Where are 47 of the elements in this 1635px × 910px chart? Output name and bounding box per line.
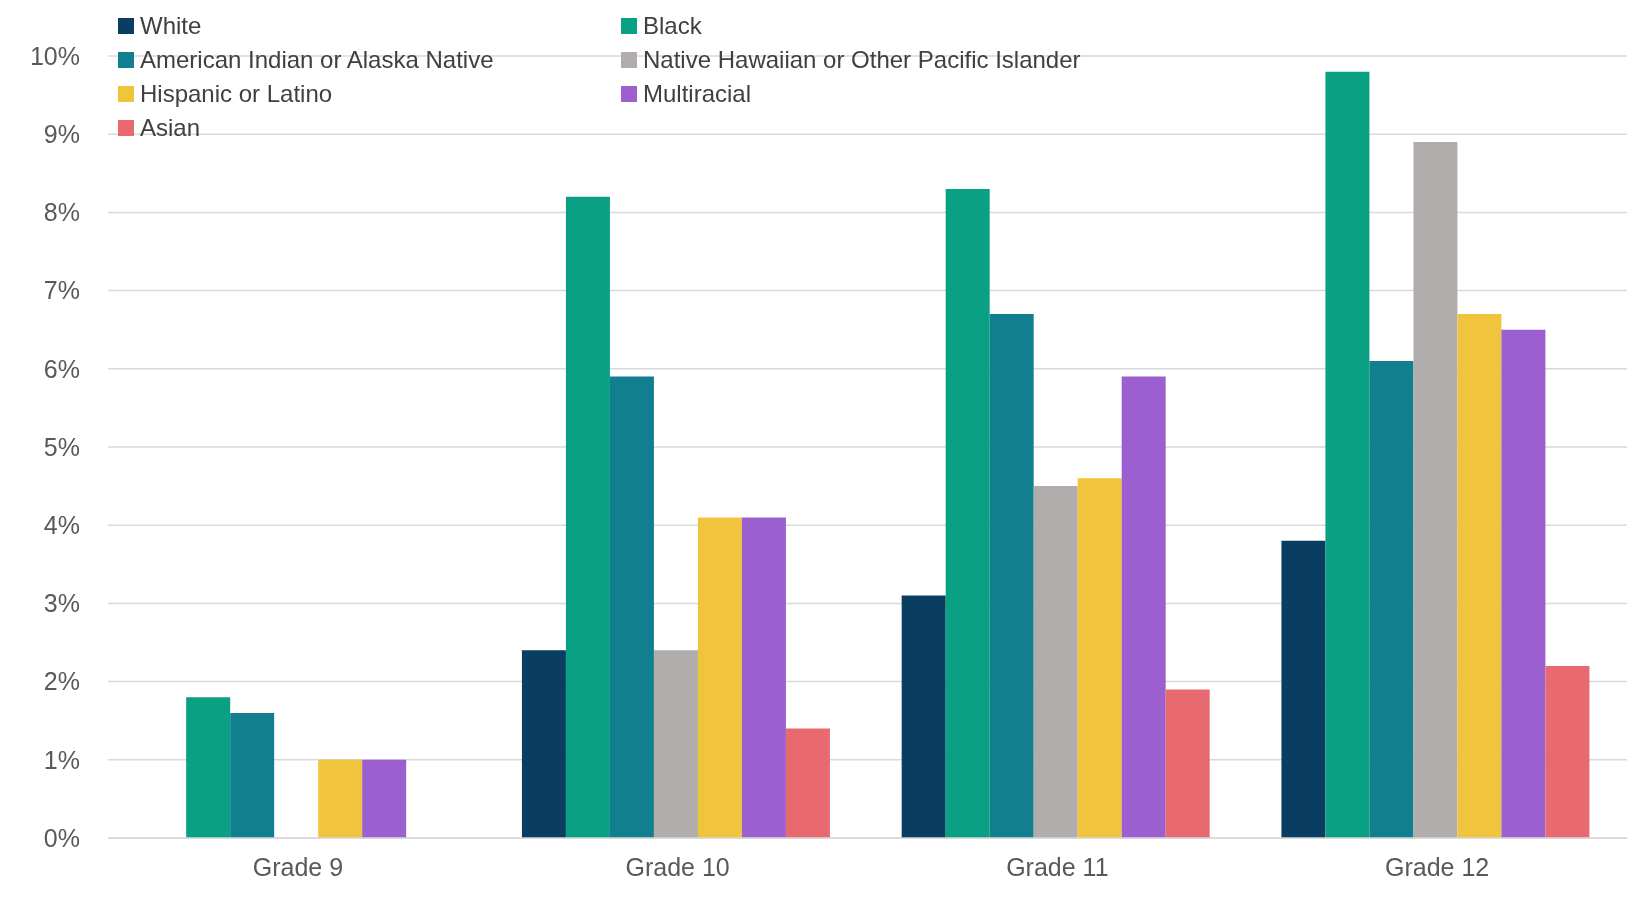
bar xyxy=(901,595,946,838)
bar xyxy=(1545,665,1590,838)
bar xyxy=(230,712,275,838)
bar xyxy=(1281,540,1326,838)
legend-label: American Indian or Alaska Native xyxy=(140,46,494,74)
legend-label: Black xyxy=(643,12,702,40)
y-tick-label: 10% xyxy=(29,41,80,70)
legend-label: Native Hawaiian or Other Pacific Islander xyxy=(643,46,1081,74)
bar xyxy=(318,759,363,838)
bar xyxy=(653,650,698,838)
bar xyxy=(186,697,231,838)
bar xyxy=(1165,689,1210,838)
x-tick-label: Grade 9 xyxy=(252,852,344,881)
x-tick-label: Grade 10 xyxy=(625,852,730,881)
bar xyxy=(362,759,407,838)
y-tick-label: 9% xyxy=(43,120,80,149)
legend-label: Hispanic or Latino xyxy=(140,80,333,108)
y-tick-label: 6% xyxy=(43,354,80,383)
y-tick-label: 8% xyxy=(43,198,80,227)
bar xyxy=(521,650,566,838)
y-tick-label: 3% xyxy=(43,589,80,618)
bar xyxy=(1413,142,1458,838)
legend-label: Asian xyxy=(140,114,201,142)
bar xyxy=(1033,486,1078,838)
bar xyxy=(565,196,610,838)
bar xyxy=(741,517,786,838)
bar xyxy=(945,188,990,838)
bar xyxy=(1325,71,1370,838)
bar xyxy=(989,314,1034,838)
x-tick-label: Grade 12 xyxy=(1385,852,1490,881)
y-tick-label: 7% xyxy=(43,276,80,305)
legend-label: Multiracial xyxy=(643,80,752,108)
bar xyxy=(1077,478,1122,838)
bar xyxy=(785,728,830,838)
y-tick-label: 2% xyxy=(43,667,80,696)
y-tick-label: 1% xyxy=(43,745,80,774)
y-tick-label: 4% xyxy=(43,511,80,540)
bar xyxy=(697,517,742,838)
bar xyxy=(609,376,654,838)
legend-label: White xyxy=(140,12,202,40)
bar xyxy=(1501,329,1546,838)
x-tick-label: Grade 11 xyxy=(1006,852,1109,881)
bar xyxy=(1457,314,1502,838)
y-tick-label: 0% xyxy=(43,823,80,852)
bar xyxy=(1121,376,1166,838)
y-tick-label: 5% xyxy=(43,432,80,461)
bar xyxy=(1369,360,1414,838)
